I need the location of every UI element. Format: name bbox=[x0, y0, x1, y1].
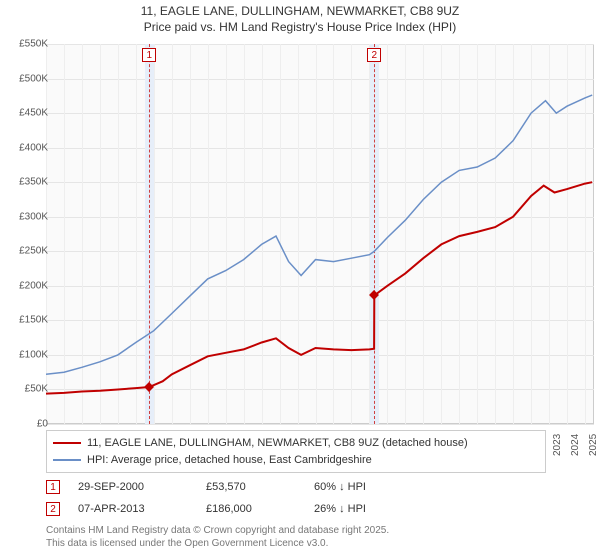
y-axis-label: £300K bbox=[19, 211, 48, 222]
legend: 11, EAGLE LANE, DULLINGHAM, NEWMARKET, C… bbox=[46, 430, 546, 473]
legend-label: HPI: Average price, detached house, East… bbox=[87, 452, 372, 469]
sale-hpi-delta: 26% ↓ HPI bbox=[314, 503, 424, 515]
footer-line1: Contains HM Land Registry data © Crown c… bbox=[46, 524, 389, 537]
y-axis-label: £250K bbox=[19, 246, 48, 257]
y-axis-label: £200K bbox=[19, 280, 48, 291]
plot-area: 12 bbox=[46, 44, 594, 424]
sale-records: 1 29-SEP-2000 £53,570 60% ↓ HPI 2 07-APR… bbox=[46, 476, 546, 520]
chart-container: 11, EAGLE LANE, DULLINGHAM, NEWMARKET, C… bbox=[0, 0, 600, 560]
y-axis-label: £100K bbox=[19, 349, 48, 360]
x-axis-label: 2025 bbox=[588, 434, 599, 456]
legend-swatch bbox=[53, 459, 81, 461]
series-price_paid bbox=[46, 182, 592, 393]
title-line1: 11, EAGLE LANE, DULLINGHAM, NEWMARKET, C… bbox=[0, 4, 600, 20]
sale-row: 2 07-APR-2013 £186,000 26% ↓ HPI bbox=[46, 498, 546, 520]
legend-item: HPI: Average price, detached house, East… bbox=[53, 452, 539, 469]
y-axis-label: £0 bbox=[37, 419, 48, 430]
y-axis-label: £550K bbox=[19, 39, 48, 50]
sale-date: 29-SEP-2000 bbox=[78, 481, 188, 493]
sale-date: 07-APR-2013 bbox=[78, 503, 188, 515]
y-axis-label: £500K bbox=[19, 73, 48, 84]
sale-marker: 1 bbox=[46, 480, 60, 494]
sale-hpi-delta: 60% ↓ HPI bbox=[314, 481, 424, 493]
legend-item: 11, EAGLE LANE, DULLINGHAM, NEWMARKET, C… bbox=[53, 435, 539, 452]
chart-sale-marker: 1 bbox=[142, 48, 156, 62]
x-axis-label: 2023 bbox=[552, 434, 563, 456]
y-axis-label: £350K bbox=[19, 177, 48, 188]
title-line2: Price paid vs. HM Land Registry's House … bbox=[0, 20, 600, 36]
footer-line2: This data is licensed under the Open Gov… bbox=[46, 537, 389, 550]
y-axis-label: £50K bbox=[25, 384, 48, 395]
series-hpi bbox=[46, 95, 592, 374]
sale-marker: 2 bbox=[46, 502, 60, 516]
legend-label: 11, EAGLE LANE, DULLINGHAM, NEWMARKET, C… bbox=[87, 435, 468, 452]
legend-swatch bbox=[53, 442, 81, 444]
x-axis-label: 2024 bbox=[570, 434, 581, 456]
gridline-horizontal bbox=[46, 424, 594, 425]
y-axis-label: £150K bbox=[19, 315, 48, 326]
y-axis-label: £400K bbox=[19, 142, 48, 153]
line-series-svg bbox=[46, 44, 594, 424]
sale-row: 1 29-SEP-2000 £53,570 60% ↓ HPI bbox=[46, 476, 546, 498]
footer: Contains HM Land Registry data © Crown c… bbox=[46, 524, 389, 550]
sale-price: £186,000 bbox=[206, 503, 296, 515]
chart-sale-marker: 2 bbox=[367, 48, 381, 62]
y-axis-label: £450K bbox=[19, 108, 48, 119]
chart-title: 11, EAGLE LANE, DULLINGHAM, NEWMARKET, C… bbox=[0, 0, 600, 35]
sale-price: £53,570 bbox=[206, 481, 296, 493]
